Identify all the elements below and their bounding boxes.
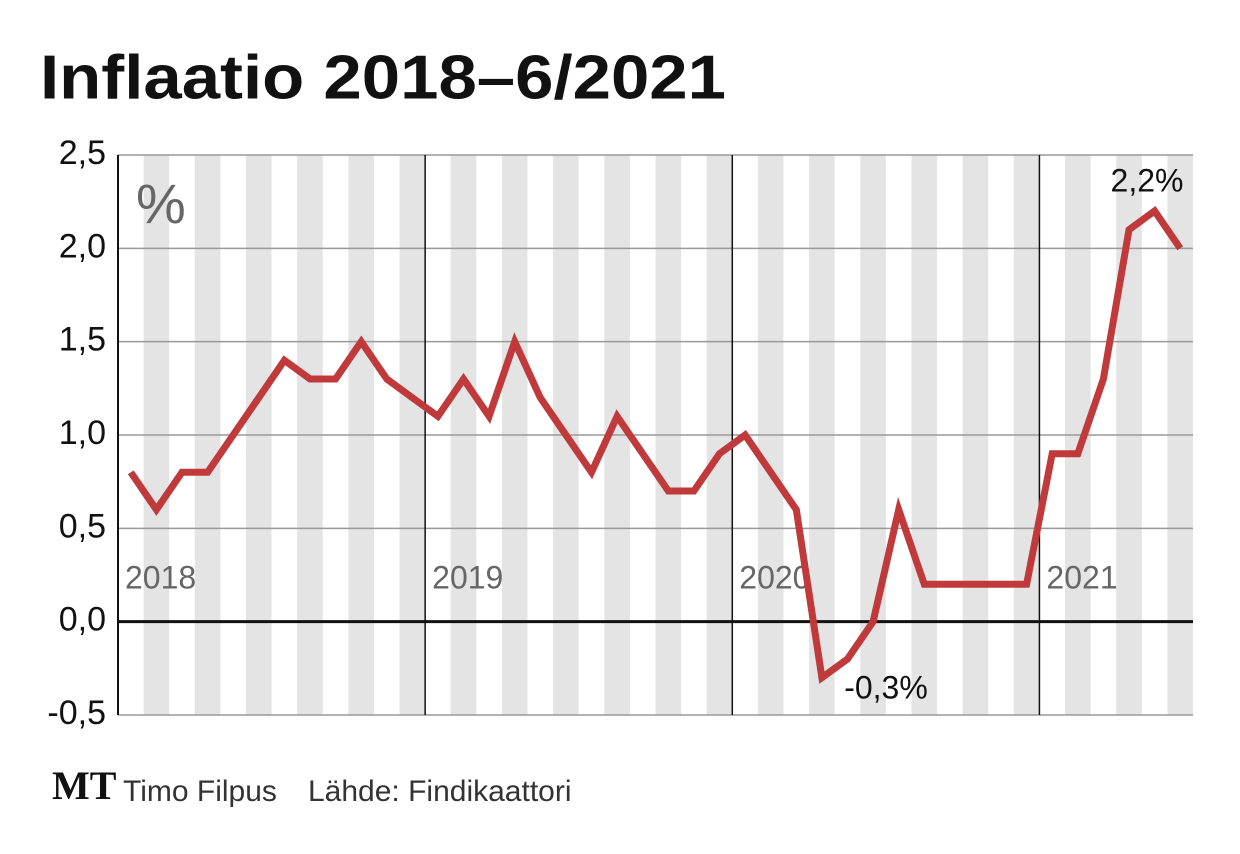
source: Lähde: Findikaattori — [308, 775, 572, 808]
author: Timo Filpus — [123, 775, 277, 808]
y-tick-label: 0,5 — [59, 507, 106, 545]
y-tick-label: 1,0 — [59, 414, 106, 452]
y-tick-label: -0,5 — [47, 694, 106, 732]
y-tick-label: 0,0 — [59, 601, 106, 639]
x-tick-label: 2018 — [125, 559, 196, 595]
y-tick-label: 2,5 — [59, 134, 106, 172]
x-tick-label: 2021 — [1046, 559, 1117, 595]
y-tick-label: 1,5 — [59, 321, 106, 359]
data-line — [127, 206, 1184, 684]
chart-title: Inflaatio 2018–6/2021 — [40, 43, 726, 112]
y-tick-label: 2,0 — [59, 227, 106, 265]
logo: MT — [52, 763, 117, 808]
annotation: 2,2% — [1111, 162, 1184, 198]
x-tick-label: 2019 — [432, 559, 503, 595]
annotation: -0,3% — [844, 669, 928, 705]
y-unit: % — [136, 172, 186, 235]
x-tick-label: 2020 — [739, 559, 810, 595]
